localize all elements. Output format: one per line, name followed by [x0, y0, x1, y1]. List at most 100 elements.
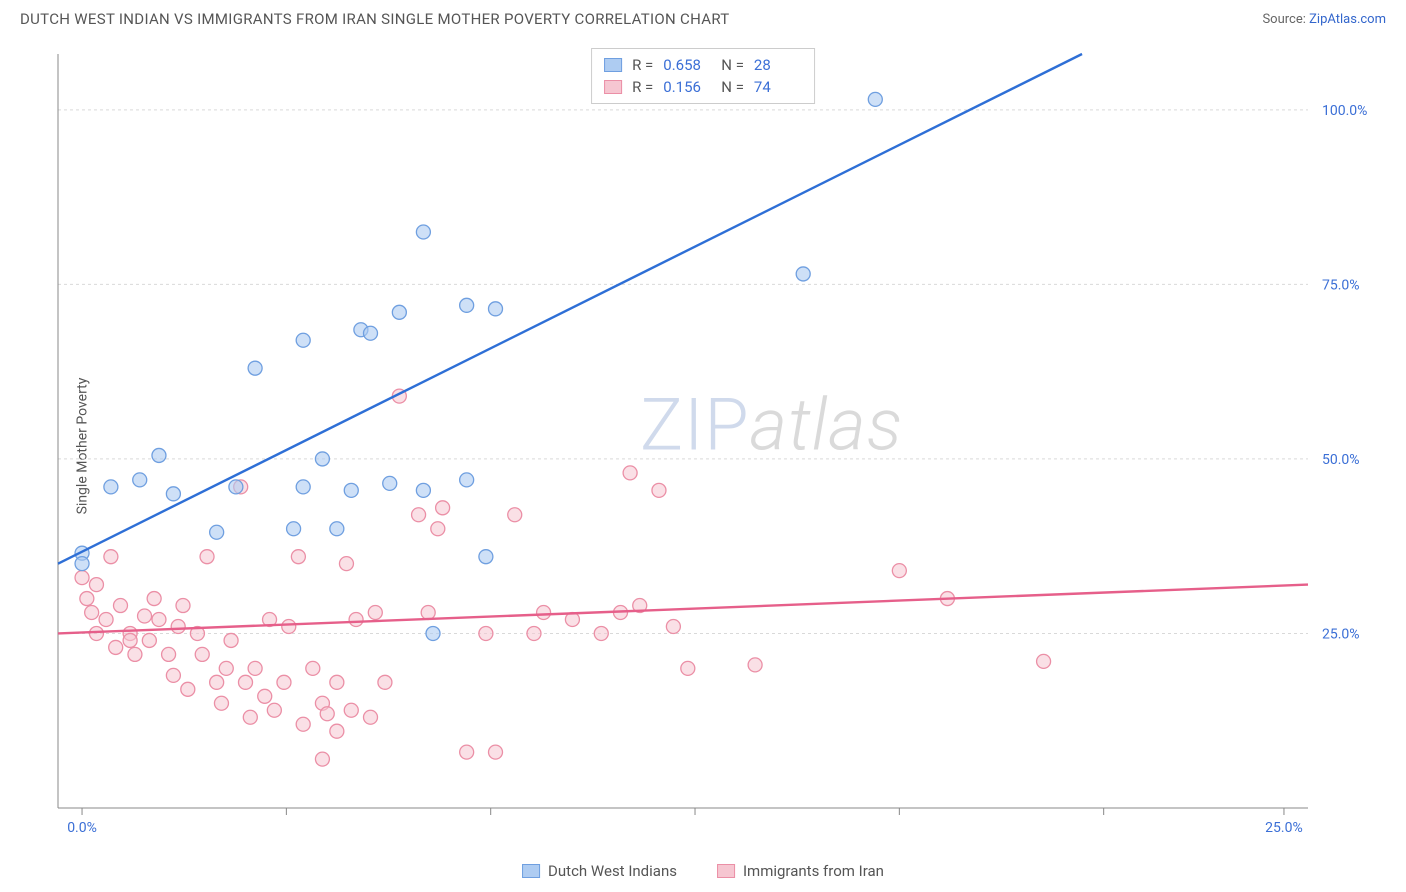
data-point: [416, 483, 430, 497]
data-point: [267, 703, 281, 717]
data-point: [152, 448, 166, 462]
data-point: [796, 267, 810, 281]
data-point: [195, 647, 209, 661]
data-point: [460, 745, 474, 759]
source-link[interactable]: ZipAtlas.com: [1309, 12, 1386, 27]
data-point: [109, 640, 123, 654]
data-point: [344, 483, 358, 497]
data-point: [287, 522, 301, 536]
chart-title: DUTCH WEST INDIAN VS IMMIGRANTS FROM IRA…: [20, 10, 730, 28]
data-point: [75, 557, 89, 571]
data-point: [258, 689, 272, 703]
data-point: [412, 508, 426, 522]
data-point: [166, 668, 180, 682]
data-point: [282, 619, 296, 633]
data-point: [114, 599, 128, 613]
data-point: [436, 501, 450, 515]
data-point: [243, 710, 257, 724]
data-point: [681, 661, 695, 675]
data-point: [330, 724, 344, 738]
data-point: [431, 522, 445, 536]
legend-swatch-icon: [717, 864, 735, 878]
data-point: [460, 298, 474, 312]
data-point: [296, 480, 310, 494]
legend-swatch-1: [604, 80, 622, 94]
data-point: [296, 333, 310, 347]
data-point: [330, 675, 344, 689]
data-point: [152, 613, 166, 627]
source-label: Source: ZipAtlas.com: [1262, 12, 1386, 27]
trend-line: [58, 54, 1082, 564]
data-point: [248, 661, 262, 675]
data-point: [378, 675, 392, 689]
data-point: [666, 619, 680, 633]
data-point: [104, 480, 118, 494]
data-point: [123, 633, 137, 647]
legend-swatch-icon: [522, 864, 540, 878]
data-point: [349, 613, 363, 627]
data-point: [75, 571, 89, 585]
data-point: [368, 606, 382, 620]
data-point: [104, 550, 118, 564]
data-point: [489, 745, 503, 759]
legend-stats-row-1: R = 0.156 N = 74: [604, 76, 802, 98]
data-point: [133, 473, 147, 487]
data-point: [330, 522, 344, 536]
legend-item-0: Dutch West Indians: [522, 862, 677, 880]
data-point: [147, 592, 161, 606]
data-point: [364, 710, 378, 724]
x-tick-label: 25.0%: [1265, 820, 1303, 836]
data-point: [460, 473, 474, 487]
plot-area: 25.0%50.0%75.0%100.0%0.0%25.0% ZIPatlas: [48, 44, 1388, 838]
data-point: [210, 525, 224, 539]
data-point: [181, 682, 195, 696]
data-point: [99, 613, 113, 627]
legend-stats: R = 0.658 N = 28 R = 0.156 N = 74: [591, 48, 815, 104]
data-point: [527, 626, 541, 640]
data-point: [339, 557, 353, 571]
scatter-chart: 25.0%50.0%75.0%100.0%0.0%25.0%: [48, 44, 1388, 838]
data-point: [594, 626, 608, 640]
data-point: [85, 606, 99, 620]
data-point: [89, 578, 103, 592]
y-tick-label: 50.0%: [1322, 452, 1360, 468]
data-point: [652, 483, 666, 497]
data-point: [315, 452, 329, 466]
data-point: [224, 633, 238, 647]
legend-swatch-0: [604, 58, 622, 72]
legend-stats-row-0: R = 0.658 N = 28: [604, 54, 802, 76]
data-point: [200, 550, 214, 564]
data-point: [479, 626, 493, 640]
data-point: [214, 696, 228, 710]
data-point: [421, 606, 435, 620]
data-point: [80, 592, 94, 606]
trend-line: [58, 585, 1308, 634]
data-point: [623, 466, 637, 480]
data-point: [416, 225, 430, 239]
data-point: [426, 626, 440, 640]
data-point: [479, 550, 493, 564]
data-point: [142, 633, 156, 647]
data-point: [239, 675, 253, 689]
data-point: [210, 675, 224, 689]
data-point: [128, 647, 142, 661]
data-point: [277, 675, 291, 689]
x-tick-label: 0.0%: [67, 820, 97, 836]
data-point: [219, 661, 233, 675]
data-point: [229, 480, 243, 494]
data-point: [1037, 654, 1051, 668]
data-point: [364, 326, 378, 340]
data-point: [892, 564, 906, 578]
data-point: [537, 606, 551, 620]
data-point: [248, 361, 262, 375]
data-point: [306, 661, 320, 675]
data-point: [392, 305, 406, 319]
data-point: [748, 658, 762, 672]
data-point: [291, 550, 305, 564]
data-point: [296, 717, 310, 731]
data-point: [162, 647, 176, 661]
data-point: [868, 92, 882, 106]
data-point: [89, 626, 103, 640]
data-point: [171, 619, 185, 633]
data-point: [176, 599, 190, 613]
